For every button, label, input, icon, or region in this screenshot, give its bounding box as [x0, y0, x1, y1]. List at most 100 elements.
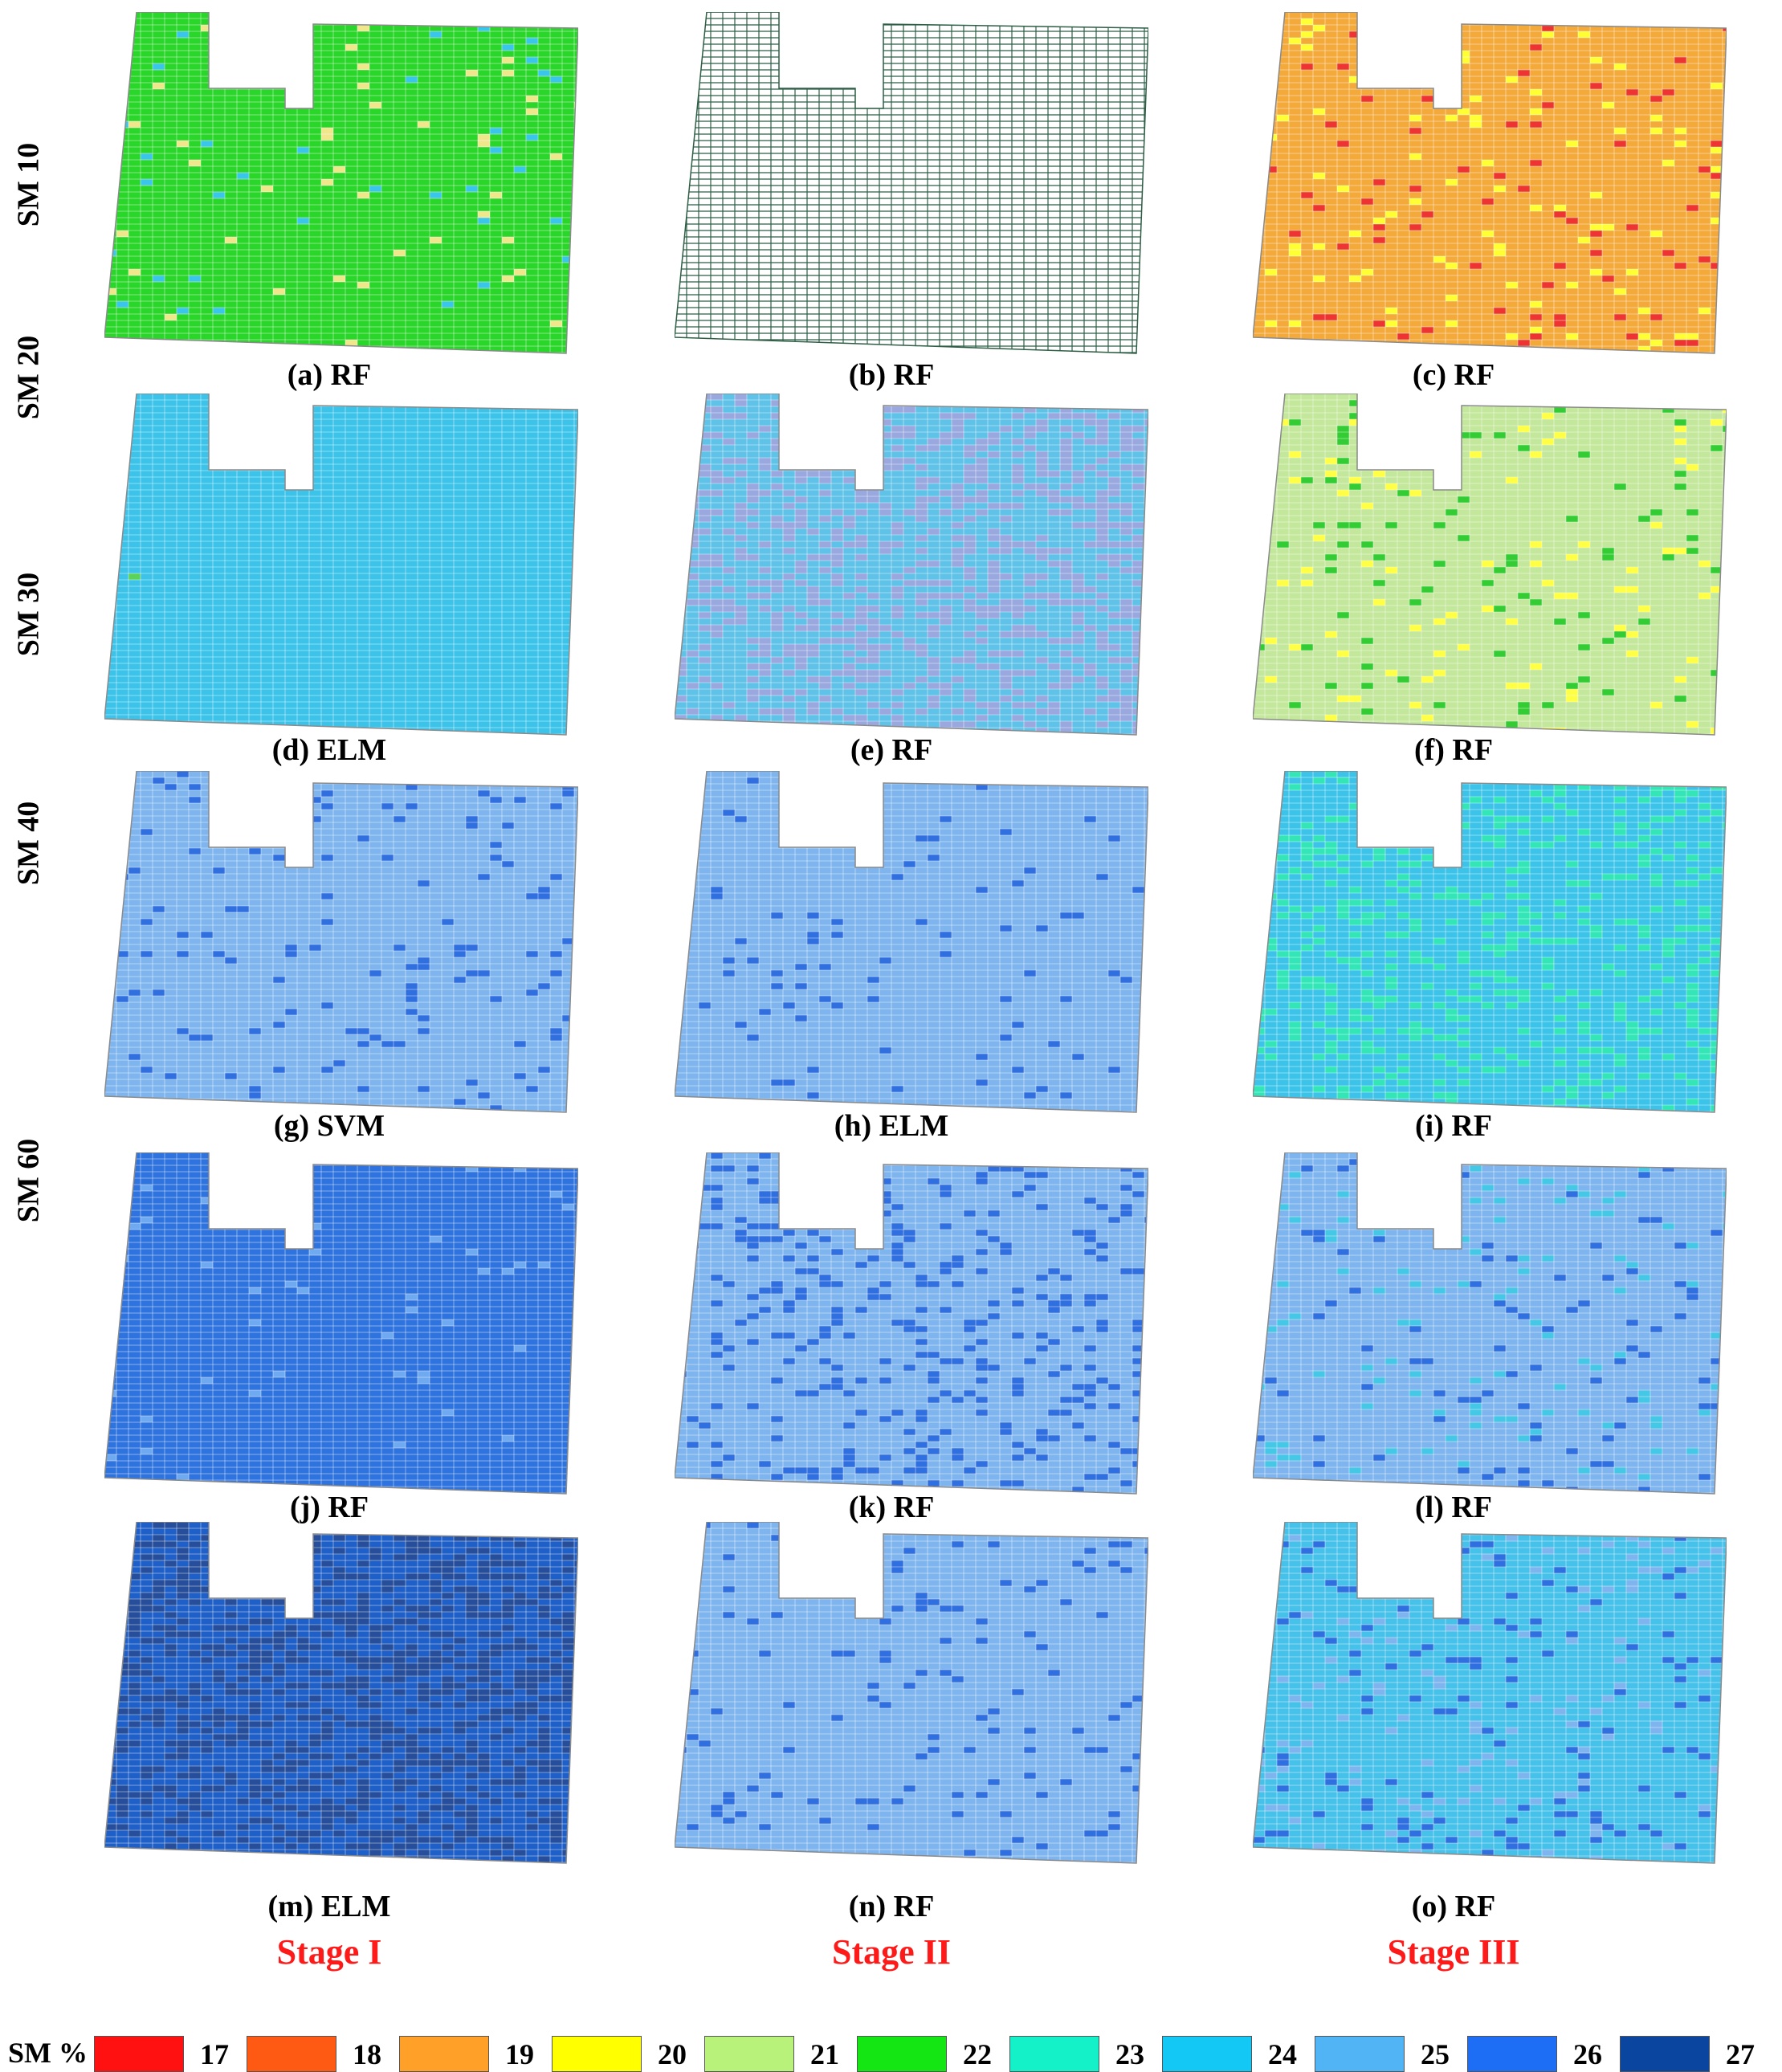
map-cell: [1626, 567, 1638, 573]
map-cell: [442, 301, 454, 308]
map-cell: [1686, 1041, 1698, 1047]
map-cell: [213, 867, 225, 874]
map-cell: [1289, 771, 1301, 777]
map-cell: [478, 1657, 490, 1663]
map-cell: [976, 1358, 988, 1364]
map-cell: [550, 1650, 562, 1657]
map-cell: [430, 1657, 442, 1663]
map-cell: [165, 1695, 177, 1702]
map-cell: [1072, 1384, 1084, 1390]
map-cell: [309, 1843, 321, 1850]
map-cell: [153, 275, 165, 282]
map-cell: [1144, 631, 1148, 638]
map-cell: [1711, 938, 1723, 944]
map-cell: [442, 1862, 454, 1863]
map-cell: [128, 1792, 141, 1798]
map-cell: [1578, 644, 1590, 651]
map-cell: [1458, 1015, 1470, 1022]
map-cell: [1060, 573, 1072, 580]
map-cell: [1698, 944, 1711, 951]
map-cell: [735, 612, 747, 618]
map-cell: [964, 599, 976, 606]
map-cell: [1072, 1487, 1084, 1493]
map-cell: [514, 1766, 526, 1772]
map-cell: [189, 1586, 201, 1593]
map-cell: [273, 1779, 285, 1785]
map-cell: [928, 496, 940, 503]
map-cell: [225, 1560, 237, 1567]
map-cell: [711, 432, 723, 438]
map-cell: [771, 1332, 783, 1339]
map-cell: [867, 1824, 879, 1830]
map-cell: [1265, 134, 1277, 141]
soil-moisture-map-n: [675, 1522, 1148, 1875]
map-cell: [237, 1824, 249, 1830]
map-cell: [1385, 400, 1397, 406]
map-cell: [711, 1352, 723, 1358]
map-cell: [1072, 612, 1084, 618]
map-cell: [1277, 977, 1289, 983]
map-cell: [1662, 977, 1674, 983]
map-cell: [1458, 1548, 1470, 1554]
map-cell: [1313, 522, 1325, 528]
map-cell: [1313, 1371, 1325, 1377]
map-cell: [723, 810, 735, 816]
map-cell: [1518, 70, 1530, 76]
map-cell: [1096, 1294, 1108, 1300]
map-cell: [807, 554, 819, 561]
map-cell: [1626, 1345, 1638, 1352]
map-cell: [1012, 651, 1024, 657]
map-cell: [1506, 1307, 1518, 1313]
map-cell: [165, 1740, 177, 1747]
map-cell: [771, 983, 783, 989]
map-cell: [988, 561, 1000, 567]
map-cell: [502, 1599, 514, 1605]
map-cell: [1012, 612, 1024, 618]
map-cell: [1132, 567, 1144, 573]
map-cell: [502, 822, 514, 829]
map-cell: [964, 1326, 976, 1332]
map-cell: [1048, 490, 1060, 496]
map-cell: [723, 413, 735, 419]
map-cell: [1084, 1345, 1096, 1352]
map-cell: [903, 1467, 915, 1474]
map-cell: [1494, 432, 1506, 438]
map-cell: [928, 1747, 940, 1753]
map-cell: [550, 218, 562, 224]
map-cell: [104, 1390, 116, 1397]
map-cell: [831, 708, 843, 715]
map-cell: [964, 535, 976, 541]
map-cell: [1072, 1230, 1084, 1236]
map-cell: [1277, 1281, 1289, 1287]
map-cell: [189, 1798, 201, 1805]
map-cell: [1385, 771, 1397, 777]
map-cell: [1409, 1165, 1421, 1172]
map-cell: [1482, 606, 1494, 612]
map-cell: [1458, 1397, 1470, 1403]
map-cell: [1277, 1442, 1289, 1448]
map-cell: [1337, 1054, 1349, 1060]
map-cell: [430, 1631, 442, 1638]
map-cell: [1385, 1554, 1397, 1560]
map-cell: [1614, 797, 1626, 803]
map-cell: [1253, 134, 1265, 141]
map-cell: [1446, 96, 1458, 102]
map-cell: [903, 1236, 915, 1242]
row-label-text: SM 60: [11, 1138, 45, 1223]
map-cell: [297, 1682, 309, 1689]
map-cell: [699, 516, 711, 522]
map-cell: [128, 1618, 141, 1625]
map-cell: [406, 1663, 418, 1670]
map-cell: [1723, 899, 1727, 906]
map-cell: [928, 625, 940, 631]
map-cell: [454, 1663, 466, 1670]
map-cell: [1711, 445, 1723, 451]
map-cell: [418, 1657, 430, 1663]
map-cell: [891, 1249, 903, 1255]
map-cell: [454, 1560, 466, 1567]
map-cell: [831, 1467, 843, 1474]
map-cell: [747, 1339, 759, 1345]
map-cell: [550, 970, 562, 977]
map-cell: [759, 1009, 771, 1015]
map-cell: [687, 541, 699, 548]
